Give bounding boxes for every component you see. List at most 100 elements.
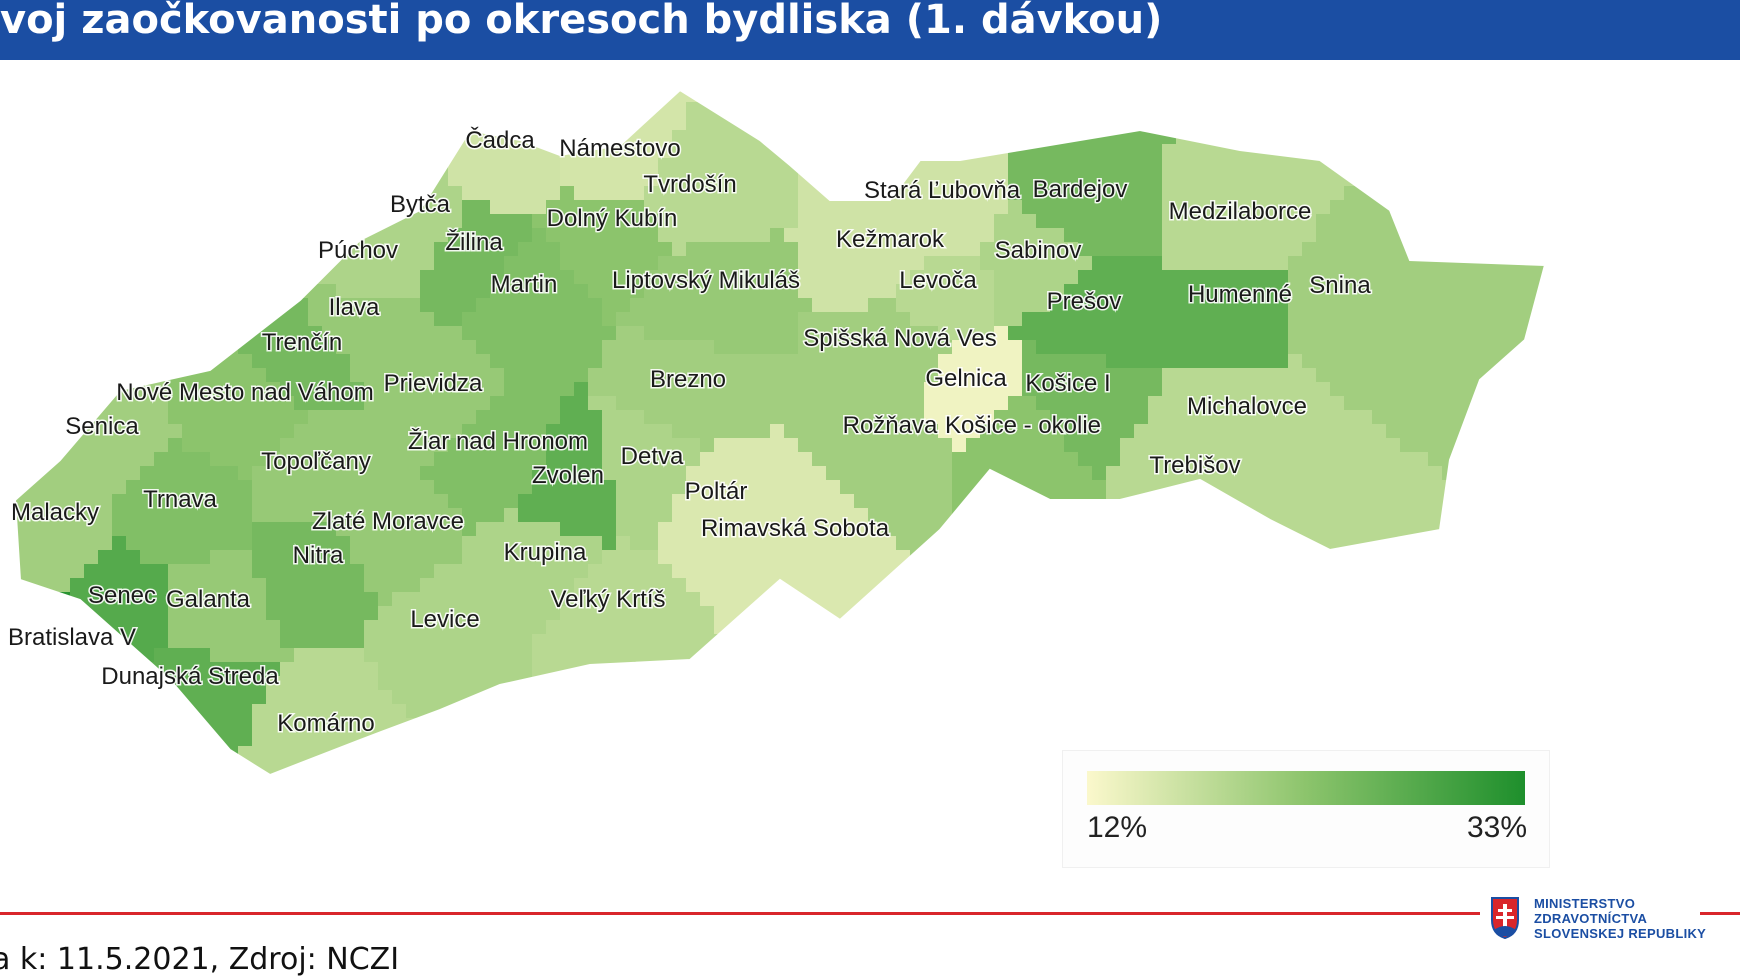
district-cell: [1316, 410, 1331, 425]
district-cell: [644, 214, 659, 229]
district-cell: [826, 382, 841, 397]
district-cell: [1512, 116, 1527, 131]
district-cell: [168, 270, 183, 285]
district-cell: [224, 214, 239, 229]
district-cell: [700, 662, 715, 677]
district-cell: [210, 284, 225, 299]
district-cell: [784, 172, 799, 187]
district-cell: [1316, 90, 1331, 103]
district-cell: [1344, 662, 1359, 677]
district-cell: [728, 214, 743, 229]
district-cell: [1022, 256, 1037, 271]
district-cell: [658, 354, 673, 369]
district-cell: [840, 228, 855, 243]
district-cell: [672, 312, 687, 327]
district-cell: [728, 550, 743, 565]
district-cell: [728, 326, 743, 341]
district-cell: [672, 396, 687, 411]
district-cell: [308, 298, 323, 313]
district-cell: [1554, 144, 1569, 159]
district-cell: [1246, 466, 1261, 481]
district-cell: [952, 158, 967, 173]
district-cell: [1414, 592, 1429, 607]
district-cell: [658, 284, 673, 299]
district-cell: [1008, 522, 1023, 537]
district-cell: [1386, 578, 1401, 593]
district-cell: [224, 452, 239, 467]
district-cell: [462, 228, 477, 243]
district-cell: [532, 214, 547, 229]
district-cell: [1316, 424, 1331, 439]
district-cell: [224, 620, 239, 635]
district-cell: [1456, 508, 1471, 523]
district-cell: [812, 550, 827, 565]
district-cell: [266, 480, 281, 495]
district-cell: [1330, 214, 1345, 229]
district-cell: [476, 298, 491, 313]
district-cell: [1344, 270, 1359, 285]
district-cell: [616, 340, 631, 355]
district-cell: [1106, 326, 1121, 341]
district-cell: [1428, 452, 1443, 467]
district-cell: [770, 74, 785, 89]
district-cell: [1176, 578, 1191, 593]
district-cell: [882, 214, 897, 229]
district-cell: [1204, 536, 1219, 551]
district-cell: [952, 522, 967, 537]
district-cell: [1386, 382, 1401, 397]
district-cell: [476, 312, 491, 327]
district-cell: [1540, 214, 1545, 229]
district-cell: [952, 312, 967, 327]
district-cell: [1526, 592, 1541, 607]
district-cell: [896, 466, 911, 481]
district-cell: [1358, 648, 1373, 663]
district-cell: [672, 676, 687, 691]
district-cell: [196, 144, 211, 159]
district-cell: [896, 354, 911, 369]
district-cell: [742, 186, 757, 201]
district-cell: [994, 452, 1009, 467]
district-cell: [224, 522, 239, 537]
district-cell: [1512, 214, 1527, 229]
district-cell: [1358, 606, 1373, 621]
district-cell: [504, 606, 519, 621]
district-cell: [588, 74, 603, 89]
district-cell: [252, 158, 267, 173]
district-cell: [1064, 536, 1079, 551]
district-cell: [1120, 508, 1135, 523]
district-cell: [196, 634, 211, 649]
district-cell: [966, 326, 981, 341]
district-cell: [770, 60, 785, 75]
district-cell: [112, 228, 127, 243]
district-cell: [1232, 326, 1247, 341]
district-cell: [1456, 662, 1471, 677]
district-cell: [630, 228, 645, 243]
district-cell: [630, 284, 645, 299]
district-cell: [476, 214, 491, 229]
district-cell: [882, 494, 897, 509]
district-cell: [686, 74, 701, 89]
district-cell: [1218, 564, 1233, 579]
district-cell: [1050, 256, 1065, 271]
district-cell: [1330, 200, 1345, 215]
district-cell: [1302, 466, 1317, 481]
district-cell: [1428, 200, 1443, 215]
district-cell: [994, 354, 1009, 369]
district-cell: [15, 536, 29, 551]
district-cell: [924, 452, 939, 467]
district-cell: [1190, 298, 1205, 313]
district-cell: [252, 340, 267, 355]
district-cell: [1078, 326, 1093, 341]
district-cell: [1316, 452, 1331, 467]
district-cell: [1344, 396, 1359, 411]
district-cell: [1484, 634, 1499, 649]
district-cell: [42, 116, 57, 131]
district-cell: [98, 74, 113, 89]
district-cell: [1274, 592, 1289, 607]
district-cell: [938, 578, 953, 593]
district-cell: [364, 102, 379, 117]
district-cell: [672, 158, 687, 173]
district-cell: [462, 90, 477, 103]
district-cell: [1512, 354, 1527, 369]
district-cell: [658, 270, 673, 285]
